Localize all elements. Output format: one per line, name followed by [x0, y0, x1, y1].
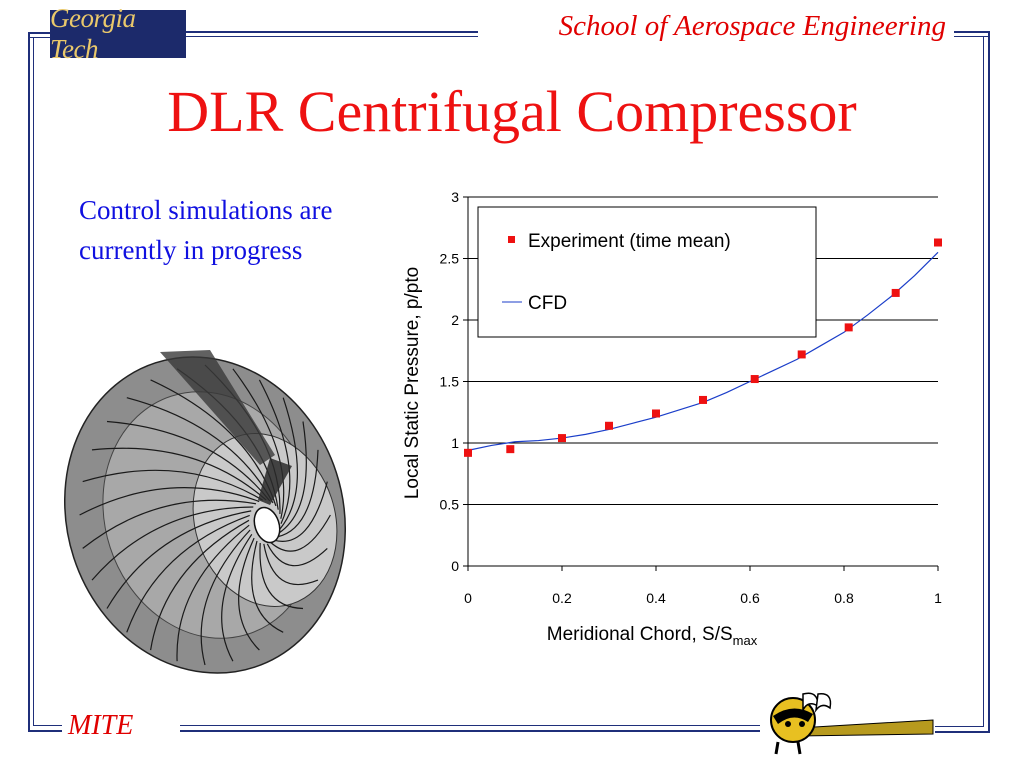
frame-top-mid-inner [186, 36, 478, 37]
frame-right-inner [983, 37, 984, 727]
impeller-blade [279, 397, 298, 529]
experiment-point [934, 238, 942, 247]
impeller-blade [176, 524, 250, 662]
impeller-blade [273, 481, 328, 542]
experiment-point [464, 448, 472, 457]
footer-mite-label: MITE [68, 710, 134, 741]
impeller-blade [106, 420, 271, 502]
x-axis-title: Meridional Chord, S/Smax [547, 624, 758, 648]
impeller-blade [91, 447, 267, 501]
chart-axes [463, 196, 939, 571]
x-tick-label: 0.8 [834, 590, 854, 606]
impeller-blade [91, 506, 254, 581]
experiment-point [605, 421, 613, 430]
impeller-blade [278, 421, 307, 534]
x-tick-label: 0.2 [552, 590, 572, 606]
chart-legend: Experiment (time mean) CFD [477, 206, 817, 338]
y-tick-label: 0.5 [440, 497, 460, 513]
impeller-blade [79, 487, 260, 516]
impeller-blade [82, 499, 257, 549]
y-tick-label: 0 [451, 558, 459, 574]
experiment-point [652, 409, 660, 418]
experiment-point [699, 395, 707, 404]
frame-bottom-left-inner [33, 725, 62, 726]
frame-right [988, 31, 990, 733]
frame-top-right [954, 31, 990, 33]
experiment-point [891, 288, 900, 297]
frame-bottom-right [935, 731, 990, 733]
frame-top-left [28, 32, 50, 34]
impeller-mesh [160, 350, 292, 505]
x-tick-label: 0 [464, 590, 472, 606]
x-tick-label: 0.6 [740, 590, 760, 606]
impeller-blade [232, 368, 285, 519]
slide-title: DLR Centrifugal Compressor [167, 79, 857, 144]
experiment-series [464, 238, 942, 457]
y-tick-labels: 0 0.5 1 1.5 2 2.5 3 [440, 189, 460, 574]
impeller-blade [221, 533, 253, 662]
x-axis-title-subscript: max [733, 633, 758, 648]
y-tick-label: 1 [451, 435, 459, 451]
impeller-illustration [64, 350, 346, 674]
impeller-blade [82, 469, 264, 501]
experiment-point [506, 445, 515, 454]
frame-left [28, 32, 30, 732]
impeller-blade [200, 529, 251, 666]
frame-bottom-mid-inner [180, 725, 760, 726]
impeller-blade [251, 540, 284, 633]
x-tick-label: 1 [934, 590, 942, 606]
legend-box [477, 206, 817, 338]
y-axis-title: Local Static Pressure, p/pto [402, 267, 423, 499]
impeller-blade [259, 542, 304, 610]
bullet-text: Control simulations are currently in pro… [79, 195, 333, 265]
frame-top-right-inner [954, 36, 990, 37]
georgia-tech-logo: Georgia Tech [50, 3, 186, 64]
y-tick-label: 2 [451, 312, 459, 328]
experiment-point [844, 323, 853, 332]
impeller-blade [150, 519, 250, 651]
legend-cfd-label: CFD [528, 293, 567, 314]
frame-top-left-inner [28, 37, 50, 38]
y-tick-label: 3 [451, 189, 459, 205]
frame-left-inner [33, 38, 34, 726]
impeller-blade [126, 397, 274, 504]
impeller-blade [276, 449, 319, 538]
yellow-jacket-mascot-icon [770, 692, 934, 755]
impeller-blade [106, 510, 252, 609]
legend-experiment-marker [508, 236, 515, 243]
frame-bottom-mid [180, 730, 760, 732]
experiment-point [558, 434, 566, 443]
impeller-blade [258, 379, 291, 524]
school-name: School of Aerospace Engineering [558, 10, 946, 42]
frame-bottom-left [28, 730, 62, 732]
impeller-blade [270, 514, 331, 552]
x-axis-title-main: Meridional Chord, S/S [547, 624, 733, 645]
y-tick-label: 2.5 [440, 251, 460, 267]
x-tick-labels: 0 0.2 0.4 0.6 0.8 1 [464, 590, 942, 606]
experiment-point [750, 375, 759, 384]
y-tick-label: 1.5 [440, 374, 460, 390]
impeller-blade [126, 514, 250, 633]
impeller-hub [253, 506, 281, 544]
impeller-blade [238, 537, 260, 651]
frame-top-mid [186, 31, 478, 33]
impeller-blade [266, 543, 328, 567]
impeller-blade [263, 543, 319, 585]
legend-experiment-label: Experiment (time mean) [528, 231, 731, 252]
frame-bottom-right-inner [935, 726, 984, 727]
pressure-chart: 0 0.5 1 1.5 2 2.5 3 0 0.2 0.4 0.6 0.8 1 Experiment … [402, 189, 942, 648]
experiment-point [797, 350, 806, 359]
x-tick-label: 0.4 [646, 590, 666, 606]
